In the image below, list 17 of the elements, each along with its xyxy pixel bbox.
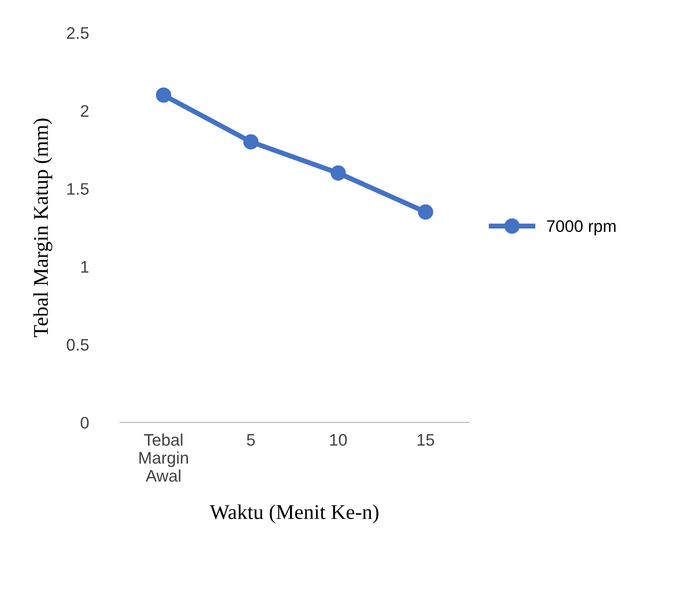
y-tick-label: 2.5 bbox=[66, 27, 89, 39]
x-tick-label: Tebal Margin Awal bbox=[139, 434, 188, 482]
x-tick-label: 5 bbox=[246, 434, 255, 446]
legend-label: 7000 rpm bbox=[547, 220, 616, 236]
point bbox=[330, 165, 346, 181]
point bbox=[243, 134, 259, 150]
y-tick-label: 0.5 bbox=[66, 338, 89, 351]
y-tick-label: 1.5 bbox=[67, 183, 89, 195]
x-tick-label: 10 bbox=[330, 434, 347, 446]
y-axis-title: Tebal Margin Katup (mm) bbox=[33, 118, 52, 338]
y-tick-label: 1 bbox=[81, 261, 89, 273]
point bbox=[418, 204, 434, 220]
y-tick-label: 2 bbox=[80, 105, 88, 117]
point bbox=[156, 87, 172, 103]
x-tick-label: 15 bbox=[418, 434, 434, 446]
y-tick-label: 0 bbox=[80, 416, 89, 429]
x-axis-title: Waktu (Menit Ke-n) bbox=[210, 504, 378, 524]
